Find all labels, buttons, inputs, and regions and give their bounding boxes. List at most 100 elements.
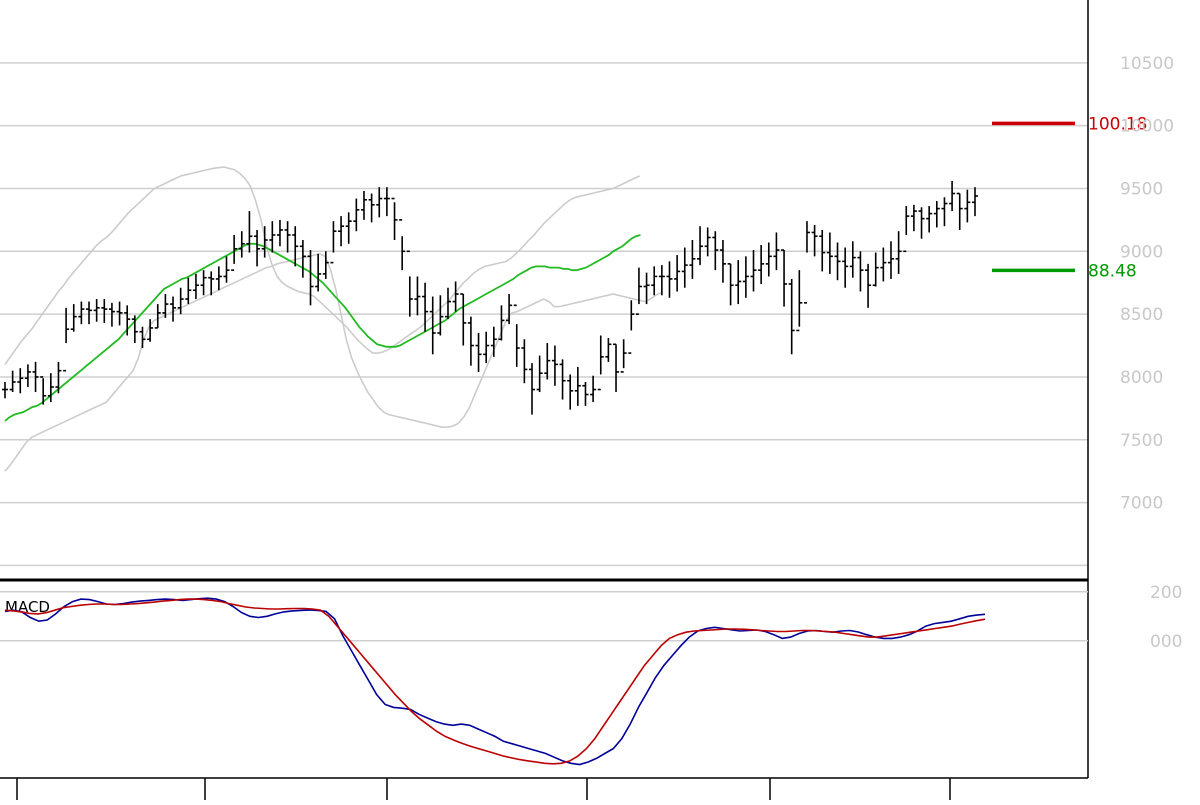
price-tick-label: 9000: [1120, 242, 1163, 262]
time-axis-ticks: [16, 778, 951, 800]
price-bar: [246, 211, 253, 253]
macd-axis-ticks: 000 200: [1150, 583, 1182, 652]
price-bar: [231, 234, 238, 271]
price-bar: [467, 316, 474, 366]
price-bar: [834, 242, 841, 281]
price-bar: [192, 273, 199, 300]
price-bar: [170, 296, 177, 322]
price-bar: [70, 304, 77, 332]
price-bar: [765, 242, 772, 277]
price-bar: [872, 252, 879, 287]
price-bar: [307, 250, 314, 306]
price-bar: [658, 265, 665, 296]
price-axis-ticks: 7000 7500 8000 8500 9000 9500 10000 10500: [1120, 54, 1174, 514]
price-bar: [93, 299, 100, 322]
price-bar: [154, 304, 161, 329]
price-bar: [238, 231, 245, 258]
price-bar: [773, 232, 780, 271]
price-bar: [47, 373, 54, 403]
price-bar: [391, 197, 398, 240]
marker-label: 88.48: [1088, 261, 1137, 281]
price-bar: [414, 276, 421, 316]
price-bar: [513, 304, 520, 367]
price-bar: [826, 232, 833, 274]
price-bar: [460, 293, 467, 346]
price-bar: [215, 266, 222, 291]
price-bar: [208, 271, 215, 296]
price-bar: [796, 270, 803, 332]
price-bar: [101, 299, 108, 323]
price-bars: [2, 180, 978, 415]
price-bar: [819, 229, 826, 272]
price-bar: [147, 319, 154, 342]
price-bar: [116, 301, 123, 326]
price-bar: [750, 250, 757, 292]
price-bar: [865, 263, 872, 308]
price-bar: [269, 221, 276, 253]
price-bar: [422, 282, 429, 332]
price-bar: [689, 239, 696, 279]
price-bar: [666, 261, 673, 298]
price-tick-label: 7500: [1120, 431, 1163, 451]
price-bar: [139, 326, 146, 349]
price-bar: [735, 260, 742, 305]
price-bar: [574, 366, 581, 406]
price-bar: [697, 226, 704, 266]
price-bar: [330, 221, 337, 264]
price-bar: [803, 221, 810, 304]
price-bar: [185, 277, 192, 305]
price-bar: [926, 206, 933, 233]
macd-lines: [4, 597, 986, 766]
price-bar: [781, 249, 788, 307]
price-bar: [857, 251, 864, 292]
price-bar: [949, 180, 956, 212]
price-bar: [674, 255, 681, 292]
price-bar: [2, 381, 8, 399]
price-bar: [376, 187, 383, 218]
price-bar: [261, 226, 268, 258]
price-bar: [849, 241, 856, 278]
price-bar: [681, 247, 688, 288]
price-bar: [719, 239, 726, 283]
price-bar: [131, 315, 138, 344]
price-bar: [651, 266, 658, 296]
price-bar: [506, 294, 513, 325]
price-bar: [345, 212, 352, 244]
price-bar: [368, 193, 375, 223]
price-bar: [529, 363, 536, 415]
price-bar: [223, 256, 230, 283]
grid-lines: [0, 62, 1088, 567]
bollinger-bands: [4, 166, 662, 472]
moving-average-line: [4, 234, 641, 422]
marker-label: 100.18: [1088, 114, 1147, 134]
price-bar: [177, 287, 184, 315]
price-bar: [704, 227, 711, 257]
price-bar: [887, 241, 894, 279]
price-bar: [406, 250, 413, 317]
price-tick-label: 7000: [1120, 494, 1163, 514]
price-bar: [521, 339, 528, 384]
price-tick-label: 8000: [1120, 368, 1163, 388]
price-markers: 100.18 88.48: [992, 114, 1147, 281]
price-bar: [360, 190, 367, 220]
price-bar: [353, 198, 360, 232]
price-tick-label: 10500: [1120, 54, 1174, 74]
price-bar: [964, 189, 971, 223]
price-bar: [635, 267, 642, 315]
price-bar: [582, 381, 589, 406]
price-bar: [880, 247, 887, 282]
lower-band-line: [4, 252, 662, 472]
price-bar: [124, 305, 131, 336]
price-bar: [941, 197, 948, 227]
price-bar: [254, 229, 261, 267]
price-bar: [903, 206, 910, 253]
price-bar: [338, 216, 345, 247]
price-bar: [544, 343, 551, 380]
price-bar: [383, 187, 390, 217]
price-bar: [284, 221, 291, 253]
price-bar: [758, 245, 765, 284]
macd-tick-label: 000: [1150, 632, 1182, 652]
price-bar: [605, 338, 612, 362]
price-bar: [712, 231, 719, 271]
